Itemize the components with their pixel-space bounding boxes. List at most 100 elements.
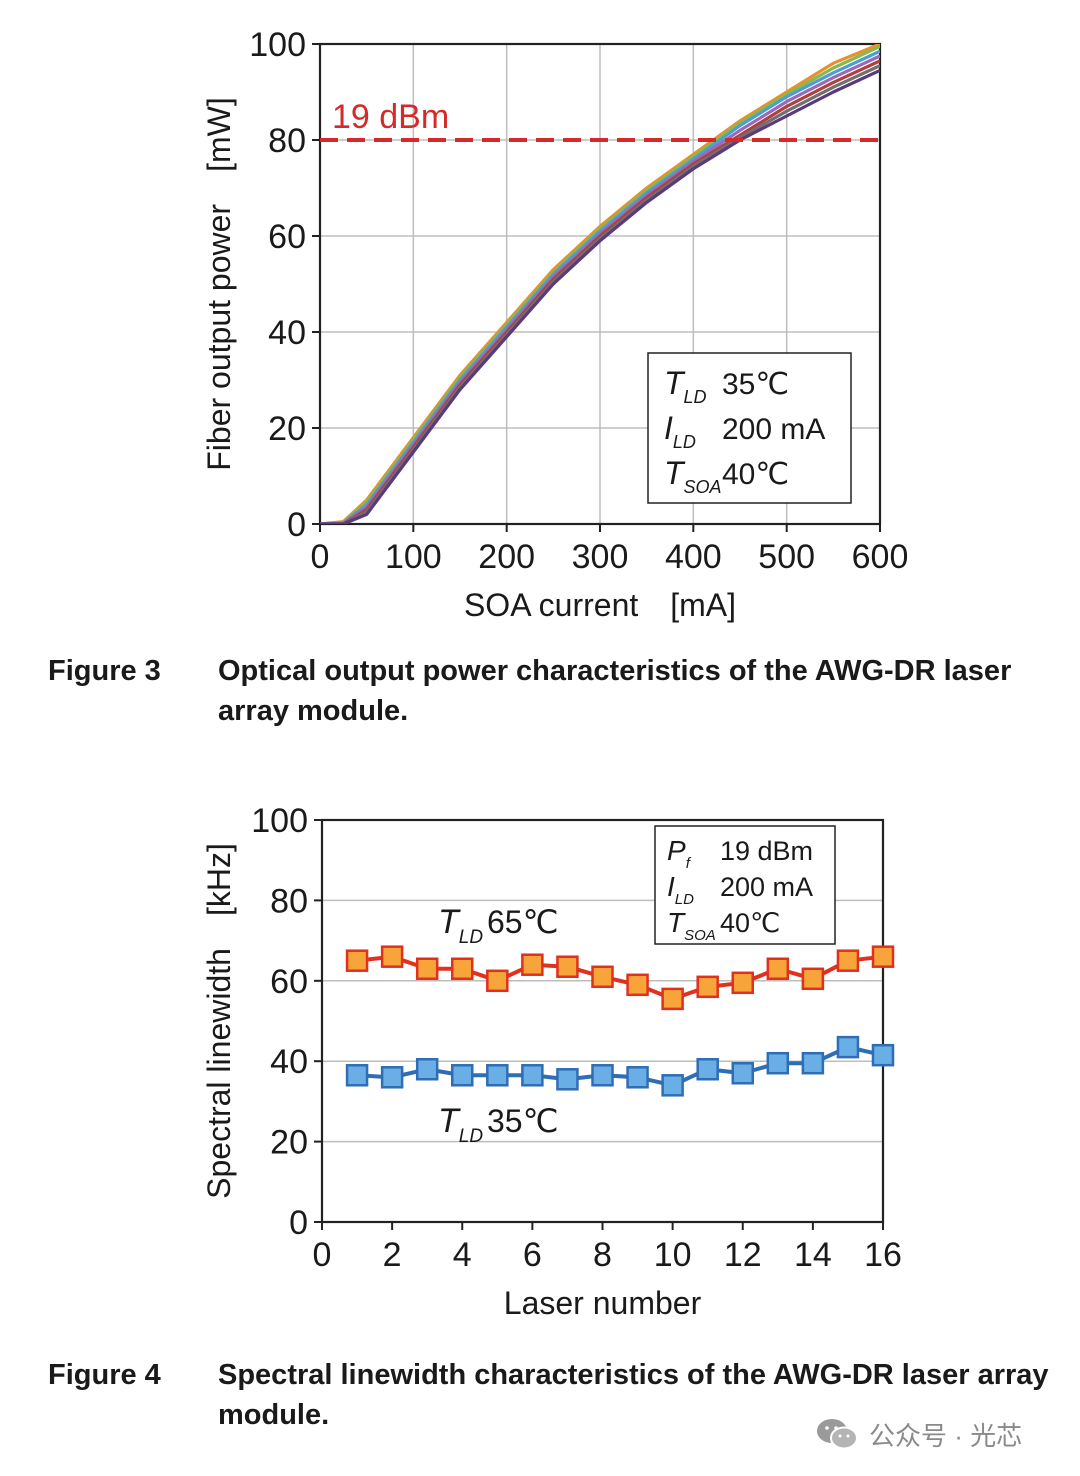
y-tick-label: 0 xyxy=(289,1204,308,1242)
series-label-value-35c: 35℃ xyxy=(487,1103,559,1139)
y-tick-label: 100 xyxy=(251,802,308,840)
series-line-ch-g xyxy=(320,68,880,524)
y-tick-label: 80 xyxy=(268,122,306,160)
data-point-tld-35c xyxy=(521,1064,544,1087)
y-tick-label: 0 xyxy=(287,506,306,544)
series-group xyxy=(320,44,880,524)
figure-3-caption: Figure 3 Optical output power characteri… xyxy=(48,651,1058,741)
figure-4-chart: 0 20 40 60 80 100 0 2 4 6 8 10 12 14 16 Laser number Spe… xyxy=(201,802,902,1321)
data-point-tld-35c xyxy=(556,1068,579,1091)
data-point-tld-35c xyxy=(696,1057,719,1081)
y-tick-label: 100 xyxy=(249,26,306,64)
y-tick-label: 40 xyxy=(268,314,306,352)
legend-frame xyxy=(654,825,836,945)
x-tick-label: 6 xyxy=(523,1236,542,1274)
data-point-tld-65c xyxy=(556,955,579,978)
legend-value: 35℃ xyxy=(722,368,789,401)
x-axis-label: SOA current [mA] xyxy=(464,587,736,623)
x-tick-label: 0 xyxy=(313,1236,332,1274)
x-tick-label: 200 xyxy=(478,538,535,576)
figure-4-caption: Figure 4 Spectral linewidth characterist… xyxy=(48,1355,1058,1445)
x-tick-label: 12 xyxy=(724,1236,762,1274)
data-point-tld-35c xyxy=(380,1066,404,1089)
wechat-icon xyxy=(817,1419,858,1450)
data-point-tld-65c xyxy=(836,949,860,972)
figure-4-label: Figure 4 xyxy=(48,1359,161,1391)
data-point-tld-65c xyxy=(415,957,439,980)
legend-symbol: Pf xyxy=(667,835,692,872)
series-line-tld-35c xyxy=(356,1045,884,1088)
legend-symbol: ILD xyxy=(667,871,694,908)
data-point-tld-35c xyxy=(871,1043,895,1067)
data-point-tld-65c xyxy=(801,967,825,991)
x-tick-label: 8 xyxy=(593,1236,612,1274)
reference-line-label: 19 dBm xyxy=(332,98,449,136)
legend-symbol: TSOA xyxy=(664,455,722,497)
x-tick-label: 2 xyxy=(383,1236,402,1274)
legend-value: 200 mA xyxy=(720,872,813,902)
y-tick-label: 60 xyxy=(268,218,306,256)
data-point-tld-35c xyxy=(345,1064,369,1087)
plot-frame xyxy=(318,42,882,526)
legend-symbol: TSOA xyxy=(667,907,716,944)
data-point-tld-35c xyxy=(766,1051,790,1075)
data-point-tld-65c xyxy=(591,965,614,989)
data-point-tld-65c xyxy=(486,969,509,993)
x-axis-label: Laser number xyxy=(504,1285,702,1321)
data-point-tld-35c xyxy=(591,1064,614,1087)
data-point-tld-65c xyxy=(696,975,719,999)
data-point-tld-65c xyxy=(345,949,369,972)
series-label-value-65c: 65℃ xyxy=(487,904,559,940)
legend-value: 40℃ xyxy=(722,458,789,491)
y-tick-label: 20 xyxy=(268,410,306,448)
legend-value: 19 dBm xyxy=(720,836,813,866)
data-point-tld-65c xyxy=(661,987,684,1011)
y-tick-label: 40 xyxy=(270,1043,308,1081)
series-label-symbol-35c: TLD xyxy=(438,1102,483,1147)
legend-frame xyxy=(647,352,852,504)
y-tick-label: 20 xyxy=(270,1124,308,1162)
x-tick-label: 16 xyxy=(864,1236,902,1274)
series-line-tld-65c xyxy=(356,954,884,1001)
x-tick-label: 300 xyxy=(572,538,629,576)
data-point-tld-35c xyxy=(731,1062,754,1085)
y-tick-label: 60 xyxy=(270,963,308,1001)
y-tick-label: 80 xyxy=(270,882,308,920)
x-tick-label: 0 xyxy=(311,538,330,576)
data-point-tld-65c xyxy=(451,957,474,980)
y-axis-label: Fiber output power [mW] xyxy=(201,97,237,470)
legend-value: 40℃ xyxy=(720,908,780,938)
x-tick-label: 10 xyxy=(654,1236,692,1274)
series-label-symbol-65c: TLD xyxy=(438,903,483,948)
x-tick-label: 100 xyxy=(385,538,442,576)
figure-4-caption-text: Spectral linewidth characteristics of th… xyxy=(218,1359,1049,1431)
data-point-tld-35c xyxy=(451,1064,474,1087)
data-point-tld-65c xyxy=(380,945,404,968)
data-point-tld-35c xyxy=(801,1051,825,1075)
x-tick-label: 400 xyxy=(665,538,722,576)
x-tick-label: 500 xyxy=(758,538,815,576)
data-point-tld-35c xyxy=(486,1064,509,1087)
plot-frame xyxy=(320,818,885,1224)
data-point-tld-35c xyxy=(626,1066,649,1089)
data-point-tld-35c xyxy=(836,1035,860,1059)
data-point-tld-65c xyxy=(731,971,754,995)
figure-3-caption-text: Optical output power characteristics of … xyxy=(218,655,1012,727)
watermark: 公众号 · 光芯 xyxy=(815,1416,1022,1452)
legend-symbol: ILD xyxy=(664,410,696,452)
legend-symbol: TLD xyxy=(664,365,707,407)
x-tick-label: 14 xyxy=(794,1236,832,1274)
x-tick-label: 600 xyxy=(852,538,909,576)
data-point-tld-65c xyxy=(766,957,790,980)
legend-value: 200 mA xyxy=(722,413,825,446)
figure-3-chart: 0 20 40 60 80 100 0 100 200 300 400 500 600 SOA curre… xyxy=(201,26,909,623)
data-point-tld-35c xyxy=(661,1074,684,1097)
data-point-tld-35c xyxy=(415,1057,439,1081)
y-axis-label: Spectral linewidth [kHz] xyxy=(201,843,237,1199)
x-tick-label: 4 xyxy=(453,1236,472,1274)
figure-3-label: Figure 3 xyxy=(48,655,161,687)
data-point-tld-65c xyxy=(626,973,649,997)
data-point-tld-65c xyxy=(871,945,895,968)
